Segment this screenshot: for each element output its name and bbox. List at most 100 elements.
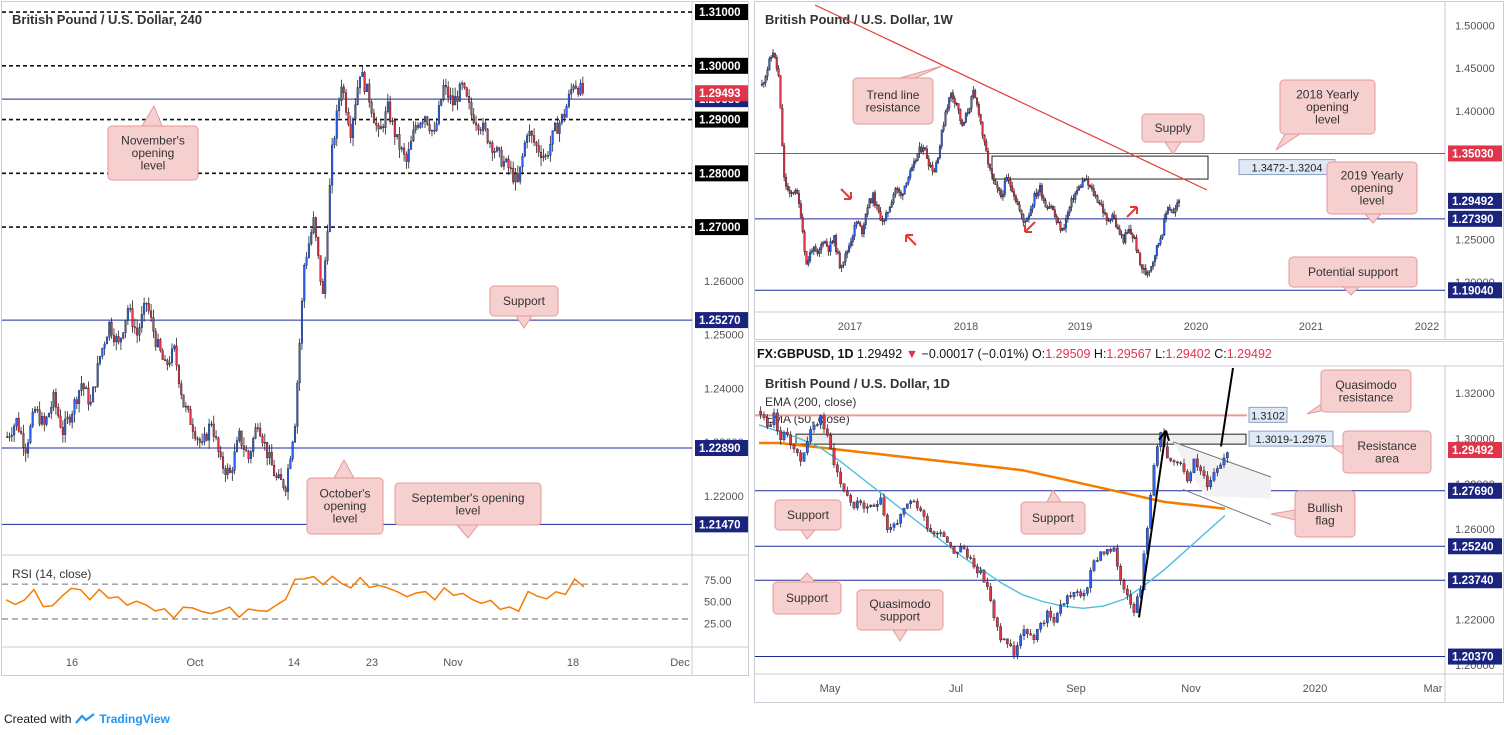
weekly-candles-candle — [920, 146, 923, 152]
weekly-candles-candle — [779, 75, 782, 109]
weekly-candles-candle — [990, 168, 993, 175]
weekly-candles-candle — [998, 188, 1001, 191]
h4-candles-candle — [40, 416, 43, 425]
h4-candles-candle — [560, 114, 563, 123]
weekly-candles-candle — [1152, 261, 1155, 267]
weekly-arrow-icon — [840, 188, 852, 200]
daily-note-support-center[interactable]: Support — [1020, 489, 1086, 535]
weekly-candles-candle — [929, 164, 932, 167]
daily-candles-candle — [1109, 549, 1113, 552]
h4-note-support[interactable]: Support — [489, 285, 559, 329]
daily-note-support-lower[interactable]: Support — [772, 572, 842, 615]
weekly-candles-candle — [899, 192, 902, 196]
h4-candles-candle — [349, 124, 352, 138]
h4-candles-candle — [261, 435, 264, 444]
weekly-note-potential-support[interactable]: Potential support — [1288, 256, 1418, 296]
h4-candles-candle — [451, 95, 454, 106]
h4-note-september-box — [394, 482, 542, 526]
weekly-note-2019-open-box — [1326, 161, 1418, 215]
daily-candles-candle — [779, 430, 783, 441]
h4-chart-panel[interactable]: British Pound / U.S. Dollar, 240 1.31000 1… — [1, 1, 749, 676]
h4-candles-candle — [310, 232, 313, 245]
daily-candles-candle — [862, 502, 866, 509]
daily-candles-candle — [1045, 610, 1049, 624]
weekly-candles — [760, 49, 1181, 278]
weekly-candles-candle — [1005, 177, 1008, 182]
weekly-candles-candle — [1003, 180, 1006, 195]
weekly-candles-candle — [988, 163, 991, 169]
weekly-chart[interactable]: British Pound / U.S. Dollar, 1W 1.50000 1.… — [755, 2, 1503, 339]
daily-level-tag: 1.23740 — [1452, 575, 1494, 587]
weekly-candles-candle — [1063, 227, 1066, 230]
h4-level-tag-bg — [695, 57, 748, 74]
weekly-last-price-tag-bg — [1448, 192, 1502, 209]
h4-candles-candle — [352, 119, 355, 138]
daily-flagpole — [1138, 430, 1167, 618]
h4-candles-candle — [454, 96, 457, 106]
weekly-candles-candle — [1068, 206, 1071, 213]
weekly-candles-candle — [1042, 197, 1045, 201]
daily-note-quasimodo-resistance-text: Quasimodo — [1335, 378, 1397, 392]
daily-candles-candle — [935, 532, 939, 535]
weekly-candles-candle — [1014, 196, 1017, 202]
daily-candles-candle — [1059, 604, 1063, 614]
h4-candles-candle — [426, 116, 429, 125]
weekly-candles-candle — [820, 244, 823, 250]
weekly-candles-candle — [1011, 186, 1014, 192]
weekly-candles-candle — [1161, 234, 1164, 239]
h4-candles-candle — [435, 123, 438, 131]
weekly-candles-candle — [1142, 267, 1145, 270]
daily-candles-candle — [1212, 472, 1216, 481]
h4-candles-candle — [29, 425, 32, 443]
h4-candles-candle — [570, 89, 573, 95]
daily-candles-candle — [879, 497, 883, 505]
weekly-chart-panel[interactable]: British Pound / U.S. Dollar, 1W 1.50000 1.… — [754, 1, 1504, 340]
h4-candles-candle — [68, 416, 71, 423]
h4-candles-candle — [208, 423, 211, 441]
h4-candles-candle — [317, 236, 320, 256]
daily-candles — [759, 406, 1229, 660]
weekly-candles-candle — [1048, 206, 1051, 209]
weekly-candles-candle — [1111, 214, 1114, 221]
h4-candles-candle — [52, 392, 55, 408]
daily-candles-candle — [1192, 458, 1196, 473]
weekly-candles-candle — [1135, 237, 1138, 251]
h4-candles-candle — [182, 394, 185, 408]
daily-note-support-left[interactable]: Support — [774, 499, 842, 540]
weekly-candles-candle — [859, 223, 862, 227]
h4-candles-candle — [219, 451, 222, 457]
weekly-candles-candle — [1092, 188, 1095, 196]
h4-level-tag: 1.30000 — [699, 61, 741, 73]
daily-candles-candle — [995, 617, 999, 627]
daily-chart[interactable]: FX:GBPUSD, 1D 1.29492 ▼ −0.00017 (−0.01%… — [755, 342, 1503, 702]
daily-legend-ema200: EMA (200, close) — [765, 395, 856, 409]
footer-brand[interactable]: TradingView — [99, 712, 170, 726]
h4-candles-candle — [201, 441, 204, 443]
weekly-candles-candle — [875, 204, 878, 206]
h4-candles-candle — [124, 319, 127, 333]
h4-note-support-box — [489, 285, 559, 317]
h4-candles-candle — [119, 337, 122, 343]
h4-candles-candle — [356, 87, 359, 105]
weekly-candles-candle — [773, 52, 776, 58]
h4-chart[interactable]: British Pound / U.S. Dollar, 240 1.31000 1… — [2, 2, 748, 675]
h4-candles-candle — [138, 327, 141, 336]
rsi-y-tick: 25.00 — [704, 618, 732, 630]
daily-y-tick: 1.26000 — [1455, 524, 1495, 536]
h4-candles-candle — [273, 465, 276, 477]
daily-chart-panel[interactable]: FX:GBPUSD, 1D 1.29492 ▼ −0.00017 (−0.01%… — [754, 341, 1504, 703]
weekly-candles-candle — [848, 245, 851, 252]
weekly-note-supply[interactable]: Supply — [1141, 113, 1205, 155]
h4-candles-candle — [59, 415, 62, 428]
weekly-candles-candle — [855, 221, 858, 226]
